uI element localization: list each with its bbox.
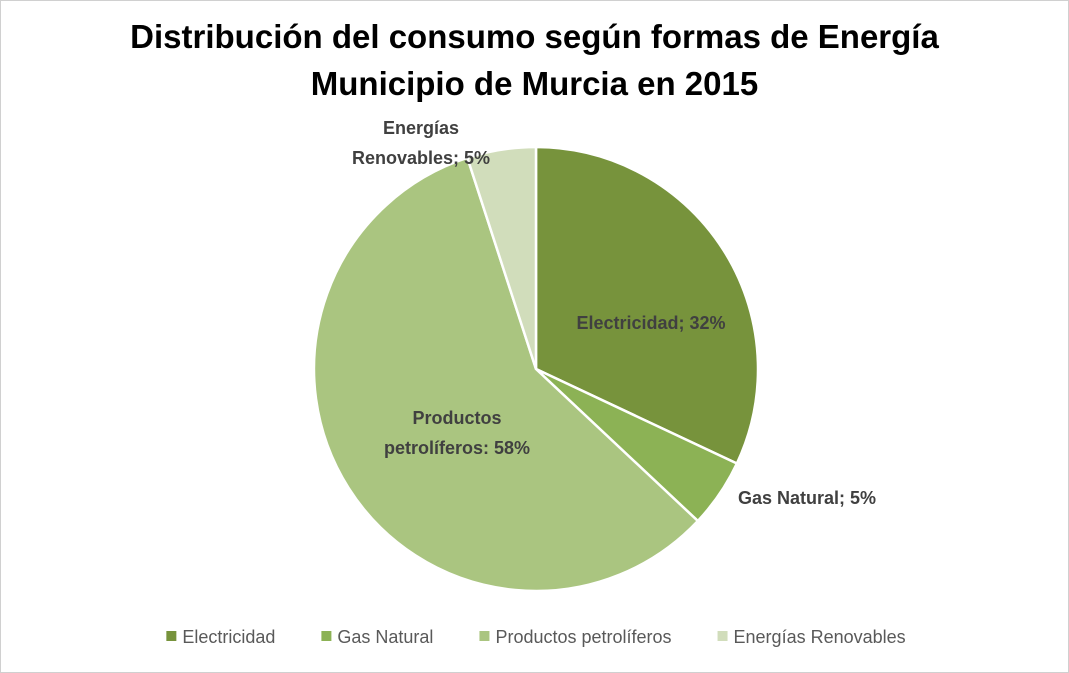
legend-swatch	[321, 631, 332, 641]
legend-label: Productos petrolíferos	[495, 627, 671, 647]
legend-label: Gas Natural	[337, 627, 433, 647]
data-label: Energías Renovables; 5%	[351, 118, 491, 168]
data-label: Productos petrolíferos: 58%	[383, 408, 531, 458]
legend-label: Energías Renovables	[734, 627, 906, 647]
data-label: Electricidad; 32%	[576, 313, 726, 333]
pie-slice	[534, 145, 760, 466]
data-label: Gas Natural; 5%	[737, 488, 877, 508]
legend-swatch	[166, 631, 177, 641]
legend-label: Electricidad	[182, 627, 275, 647]
legend-swatch	[717, 631, 728, 641]
legend-swatch	[479, 631, 490, 641]
pie-slice	[465, 145, 538, 370]
pie-slice	[312, 156, 700, 593]
chart-title: Distribución del consumo según formas de…	[130, 18, 939, 102]
